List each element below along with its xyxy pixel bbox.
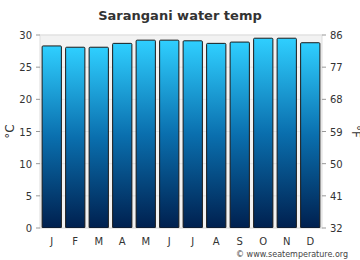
x-tick-label: F (72, 236, 78, 247)
y-tick-label: 15 (19, 127, 32, 138)
y2-tick-label: 86 (330, 30, 343, 41)
x-tick-label: A (119, 236, 126, 247)
y-tick (36, 228, 40, 229)
y2-tick (322, 99, 326, 100)
x-tick-label: D (306, 236, 314, 247)
y2-tick-label: 77 (330, 62, 343, 73)
y-tick-label: 20 (19, 94, 32, 105)
x-tick-label: M (141, 236, 150, 247)
y2-tick-label: 41 (330, 191, 343, 202)
source: © www.seatemperature.org (236, 250, 348, 259)
y2-tick-label: 68 (330, 94, 343, 105)
x-tick-label: N (283, 236, 290, 247)
y-tick-label: 25 (19, 62, 32, 73)
bar (136, 40, 155, 228)
y-tick-label: 30 (19, 30, 32, 41)
bars (42, 38, 320, 228)
bar (277, 38, 296, 228)
y2-tick (322, 67, 326, 68)
y-tick (36, 67, 40, 68)
y-tick (36, 131, 40, 132)
y2-axis-label: °F (349, 125, 360, 138)
y2-tick (322, 35, 326, 36)
y-tick-label: 0 (26, 223, 32, 234)
x-tick-label: S (237, 236, 243, 247)
y2-tick (322, 228, 326, 229)
y-tick (36, 99, 40, 100)
y-tick (36, 35, 40, 36)
bar (89, 47, 108, 228)
title: Sarangani water temp (98, 8, 262, 23)
bar (113, 43, 132, 228)
y2-tick-label: 59 (330, 127, 343, 138)
x-tick-label: J (49, 236, 53, 247)
bar (160, 40, 179, 228)
x-tick-label: J (167, 236, 171, 247)
grid-line (40, 35, 322, 36)
bar (301, 43, 320, 228)
y2-tick (322, 163, 326, 164)
bar (254, 38, 273, 228)
x-tick-label: M (94, 236, 103, 247)
x-tick-label: A (213, 236, 220, 247)
bar (230, 42, 249, 228)
bar (66, 47, 85, 228)
y-tick (36, 163, 40, 164)
x-tick-label: J (190, 236, 194, 247)
bar (42, 46, 61, 228)
chart: Sarangani water temp 0 5 10 15 20 25 30 32 41 50 59… (0, 0, 360, 260)
y-tick-label: 5 (26, 191, 32, 202)
y2-tick (322, 195, 326, 196)
bar (207, 43, 226, 228)
y2-tick (322, 131, 326, 132)
x-tick-label: O (259, 236, 267, 247)
y2-tick-label: 50 (330, 159, 343, 170)
y2-tick-label: 32 (330, 223, 343, 234)
plot-area (40, 35, 322, 228)
y-axis-label: °C (3, 124, 17, 138)
y-tick-label: 10 (19, 159, 32, 170)
bar (183, 41, 202, 228)
y-tick (36, 195, 40, 196)
